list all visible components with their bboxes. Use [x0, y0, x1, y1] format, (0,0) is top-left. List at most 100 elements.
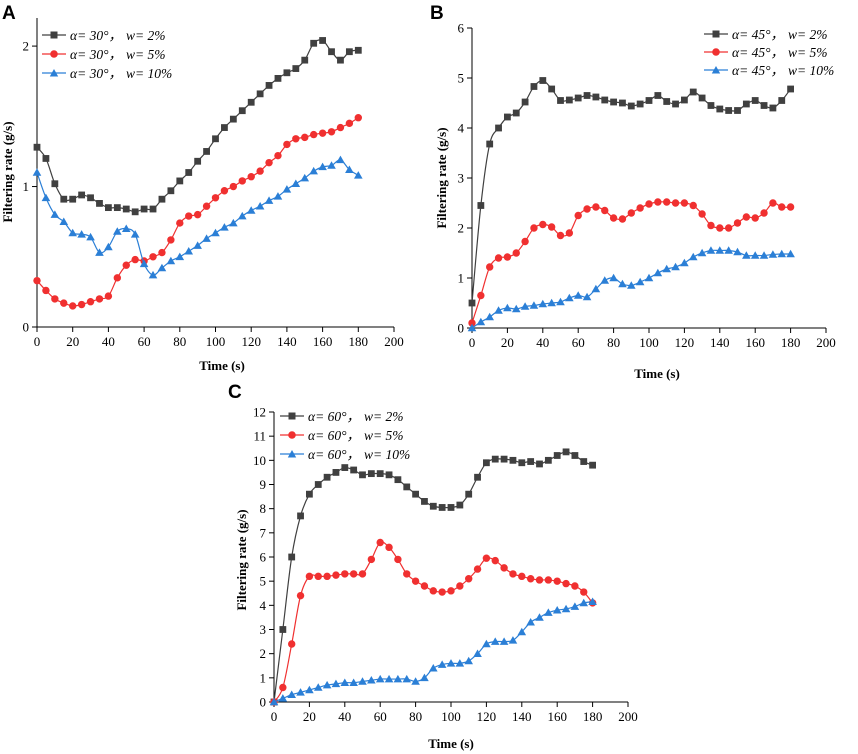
data-point: [500, 455, 508, 463]
data-point: [288, 640, 296, 648]
data-point: [429, 502, 437, 510]
x-tick-label: 120: [241, 334, 261, 349]
data-point: [562, 448, 570, 456]
x-tick-label: 200: [618, 709, 638, 724]
y-tick-label: 0: [458, 321, 465, 336]
data-point: [229, 115, 237, 123]
plot-area-a: [32, 37, 363, 310]
data-point: [247, 98, 255, 106]
y-tick-label: 6: [260, 550, 267, 565]
data-point: [499, 637, 509, 645]
data-point: [310, 39, 318, 47]
data-point: [256, 90, 264, 98]
data-point: [689, 88, 697, 96]
legend-alpha: α= 45°，: [732, 63, 784, 78]
data-point: [465, 490, 473, 498]
data-point: [508, 636, 518, 644]
x-tick-label: 80: [409, 709, 422, 724]
data-point: [345, 165, 354, 173]
data-point: [166, 256, 176, 265]
legend-w: w= 10%: [364, 447, 410, 462]
data-point: [193, 210, 202, 219]
data-point: [733, 219, 742, 227]
x-tick-label: 60: [138, 334, 151, 349]
data-point: [539, 77, 547, 84]
data-point: [609, 273, 618, 282]
data-point: [544, 608, 553, 616]
data-point: [627, 209, 635, 217]
data-point: [547, 223, 556, 231]
data-point: [535, 576, 544, 584]
data-point: [42, 155, 50, 162]
data-point: [468, 319, 476, 327]
x-tick-label: 160: [745, 335, 765, 350]
x-tick-label: 20: [66, 334, 79, 349]
legend-entry: α= 45°， w= 10%: [704, 63, 834, 78]
legend-entry: α= 60°， w= 2%: [280, 409, 403, 424]
data-point: [495, 124, 502, 132]
data-point: [341, 570, 349, 578]
legend-a: α= 30°， w= 2% α= 30°， w= 5% α= 30°， w= 10%: [42, 28, 172, 81]
data-point: [309, 130, 318, 139]
legend-label: α= 30°， w= 2%: [70, 28, 165, 43]
data-point: [301, 133, 309, 142]
y-axis-title-b: Filtering rate (g/s): [434, 127, 449, 228]
data-point: [742, 213, 751, 221]
legend-entry: α= 30°， w= 2%: [42, 28, 165, 43]
data-point: [393, 674, 403, 683]
data-point: [654, 92, 662, 99]
data-point: [592, 203, 600, 211]
data-point: [402, 674, 412, 683]
data-point: [229, 182, 238, 191]
panel-label-b: B: [430, 3, 444, 24]
data-point: [742, 100, 750, 108]
data-point: [291, 179, 301, 188]
y-axis-title-c: Filtering rate (g/s): [234, 509, 249, 610]
y-tick-label: 9: [260, 477, 267, 492]
data-point: [570, 602, 580, 610]
panel-label-a: A: [2, 3, 16, 24]
data-point: [297, 512, 304, 520]
data-point: [579, 598, 589, 607]
data-point: [354, 114, 362, 122]
data-point: [530, 224, 538, 232]
data-point: [328, 48, 335, 56]
ticks-a: 0 20 40 60 80 100 120 140 160 180 200 0 1 2: [23, 39, 404, 349]
data-point: [512, 109, 520, 117]
data-point: [429, 587, 437, 595]
data-point: [680, 199, 689, 207]
data-point: [672, 100, 679, 108]
data-point: [319, 37, 326, 44]
data-point: [69, 195, 77, 203]
data-point: [358, 677, 367, 685]
data-point: [158, 248, 166, 257]
data-point: [619, 99, 626, 107]
data-point: [313, 683, 323, 691]
data-point: [574, 94, 582, 102]
data-point: [32, 168, 42, 176]
data-point: [327, 161, 336, 169]
data-point: [130, 230, 140, 238]
data-point: [176, 177, 184, 185]
data-point: [750, 251, 760, 259]
data-point: [509, 570, 517, 578]
data-point: [601, 96, 609, 104]
data-point: [331, 679, 341, 688]
data-point: [476, 317, 486, 326]
data-point: [273, 192, 283, 200]
data-point: [645, 200, 653, 208]
data-point: [518, 572, 526, 581]
data-point: [305, 685, 314, 694]
y-tick-label: 12: [253, 405, 266, 420]
legend-w: w= 10%: [126, 66, 172, 81]
data-point: [455, 659, 465, 667]
legend-label: α= 30°， w= 10%: [70, 66, 172, 81]
data-point: [680, 258, 689, 267]
data-point: [438, 588, 446, 596]
data-point: [167, 187, 175, 195]
legend-label: α= 45°， w= 10%: [732, 63, 834, 78]
data-point: [486, 263, 494, 271]
data-point: [221, 124, 228, 131]
data-point: [760, 209, 768, 217]
